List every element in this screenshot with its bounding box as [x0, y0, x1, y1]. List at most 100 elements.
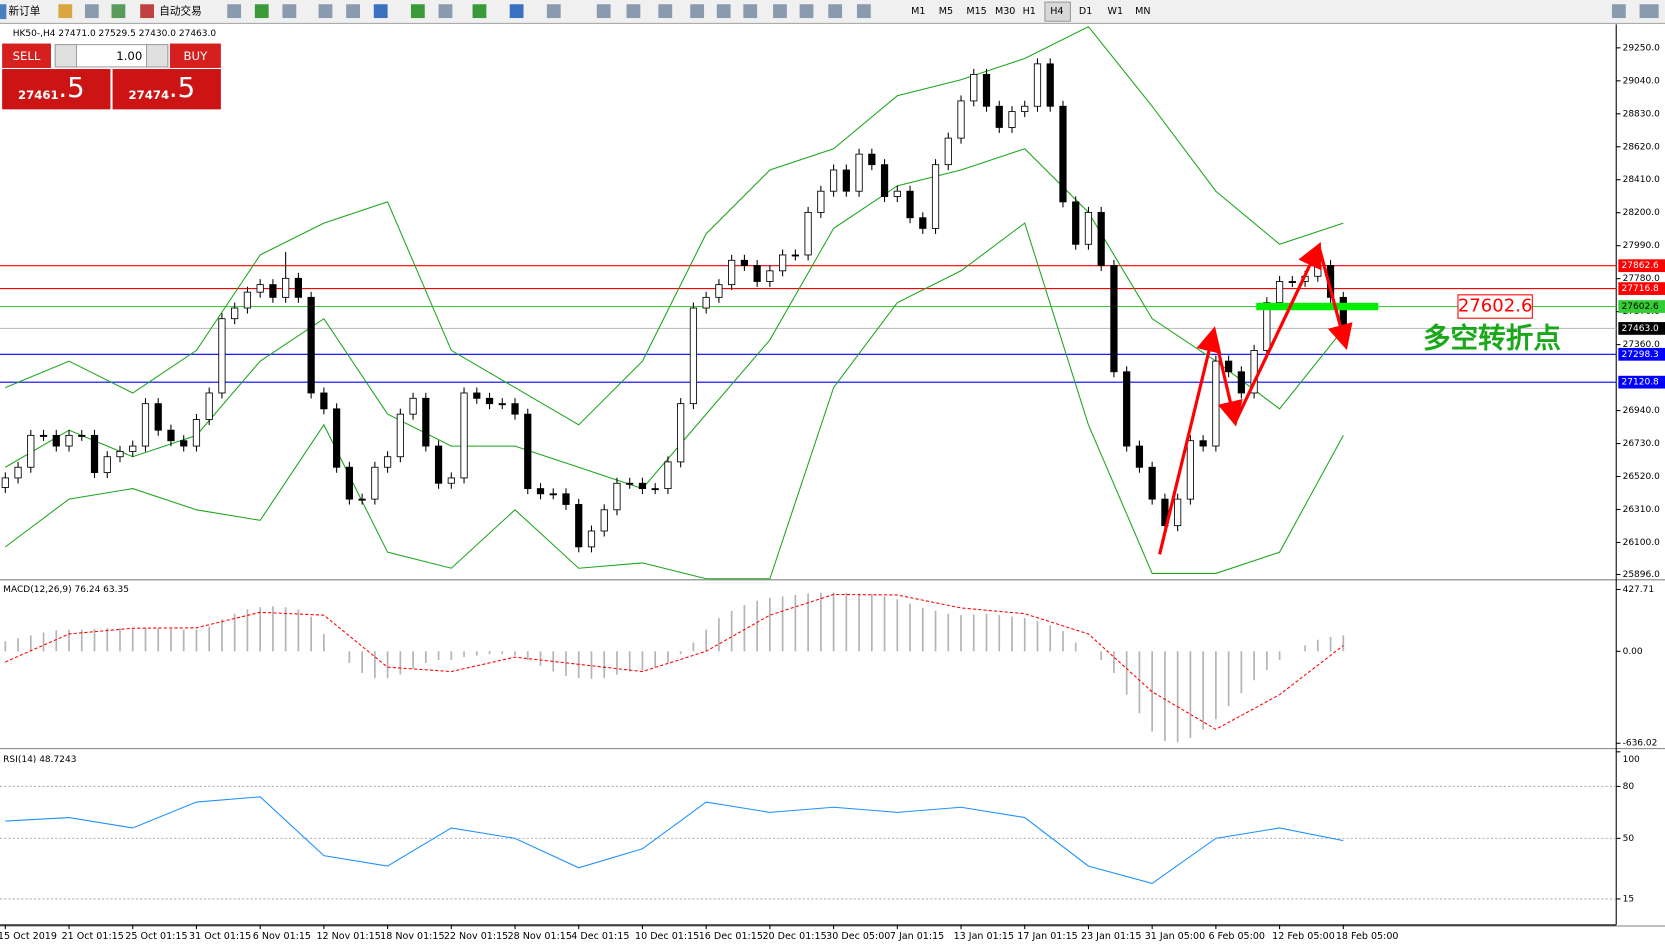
lot-up[interactable] [146, 44, 169, 68]
candle-body [434, 445, 443, 484]
lot-value[interactable]: 1.00 [116, 49, 142, 63]
candle-body [753, 265, 761, 282]
candle-body [766, 270, 774, 282]
y-tick-label: 25896.0 [1623, 570, 1661, 580]
candle-body [1212, 360, 1220, 447]
candle-body [65, 434, 73, 447]
new-order[interactable]: 新订单 [8, 5, 40, 18]
timeframe-button[interactable]: W1 [1108, 6, 1124, 17]
timeframe-active[interactable] [1044, 1, 1071, 22]
auto-trading[interactable]: 自动交易 [159, 5, 201, 18]
x-tick-label: 12 Nov 01:15 [316, 931, 380, 942]
timeframe-button[interactable]: M1 [911, 6, 925, 17]
candle-body [1033, 63, 1042, 107]
x-tick-label: 13 Jan 01:15 [954, 931, 1014, 942]
candle-body [664, 461, 672, 490]
candle-body [638, 482, 647, 490]
candle-body [1123, 371, 1131, 447]
annotation-text: 多空转折点 [1423, 321, 1561, 354]
candle-body [575, 504, 583, 548]
candle-body [1135, 445, 1144, 468]
buy-price[interactable]: 27474 [128, 88, 169, 102]
x-tick-label: 7 Jan 01:15 [890, 931, 944, 942]
candle-body [779, 254, 787, 272]
timeframe-button[interactable]: M30 [995, 6, 1015, 17]
timeframe-button[interactable]: H1 [1023, 6, 1036, 17]
timeframe-button[interactable]: D1 [1079, 6, 1092, 17]
buy-pips[interactable]: .5 [169, 71, 195, 104]
toolbar-icons [58, 4, 1659, 19]
y-tick-label: 29250.0 [1623, 43, 1661, 53]
candle-body [702, 296, 710, 309]
timeframe-button[interactable]: MN [1135, 6, 1150, 17]
candle-body [817, 190, 825, 213]
candle-body [218, 318, 226, 394]
x-tick-label: 21 Oct 01:15 [62, 931, 124, 942]
candle-body [90, 434, 99, 474]
y-tick-label: 27780.0 [1623, 274, 1661, 284]
candle-body [103, 456, 111, 474]
timeframe-button[interactable]: M15 [966, 6, 986, 17]
turning-level [1256, 302, 1379, 311]
candle-body [1161, 498, 1169, 527]
timeframe-button[interactable]: H4 [1050, 6, 1063, 17]
y-tick-label: 28830.0 [1623, 109, 1661, 119]
sell-price[interactable]: 27461 [18, 88, 59, 102]
buy-price-box[interactable] [112, 69, 221, 110]
annotation-price: 27602.6 [1458, 296, 1533, 317]
timeframe-button[interactable]: M5 [939, 6, 953, 17]
candle-body [677, 403, 685, 463]
candle-body [307, 296, 315, 394]
candle-body [396, 413, 404, 458]
candle-body [256, 284, 264, 293]
candle-body [333, 408, 341, 468]
y-tick-label: 26520.0 [1623, 472, 1661, 482]
candle-body [473, 392, 481, 399]
level-label: 27716.8 [1622, 284, 1660, 294]
x-tick-label: 30 Dec 05:00 [826, 931, 890, 942]
x-tick-label: 6 Nov 01:15 [253, 931, 311, 942]
candle-body [855, 153, 863, 192]
candle-body [422, 397, 430, 447]
x-tick-label: 18 Nov 01:15 [380, 931, 444, 942]
sell-button[interactable] [2, 43, 51, 68]
level-label-box [1618, 282, 1665, 295]
candle-body [880, 164, 889, 197]
candle-body [549, 493, 557, 496]
candle-body [345, 466, 353, 500]
sell-price-box[interactable] [2, 69, 111, 110]
candle-body [154, 403, 162, 431]
x-tick-label: 16 Dec 01:15 [699, 931, 763, 942]
buy-label[interactable]: BUY [184, 49, 209, 63]
candle-body [791, 254, 799, 257]
candle-body [1021, 105, 1029, 113]
candle-body [842, 169, 850, 192]
candle-body [1225, 360, 1233, 373]
sell-label[interactable]: SELL [13, 49, 41, 63]
candle-body [1263, 302, 1271, 351]
candle-body [460, 392, 468, 479]
candle-body [1059, 105, 1067, 203]
candle-body [485, 397, 494, 405]
y-tick-label: 29040.0 [1623, 76, 1661, 86]
candle-body [944, 137, 952, 166]
rsi-line [5, 796, 1344, 884]
buy-button[interactable] [169, 43, 221, 68]
candle-body [358, 498, 366, 501]
y-tick-label: 26310.0 [1623, 505, 1661, 515]
sell-pips[interactable]: .5 [58, 71, 84, 104]
y-tick-label: 80 [1623, 782, 1635, 792]
candle-body [868, 153, 876, 166]
candle-body [600, 509, 608, 532]
lot-down[interactable] [54, 44, 77, 68]
bollinger-lower [4, 222, 1344, 580]
x-tick-label: 6 Feb 05:00 [1208, 931, 1265, 942]
y-tick-label: 27360.0 [1623, 340, 1661, 350]
candle-body [231, 307, 239, 320]
candle-body [1186, 440, 1195, 500]
candle-body [167, 429, 175, 442]
level-label: 27463.0 [1622, 324, 1660, 334]
x-tick-label: 23 Jan 01:15 [1081, 931, 1141, 942]
